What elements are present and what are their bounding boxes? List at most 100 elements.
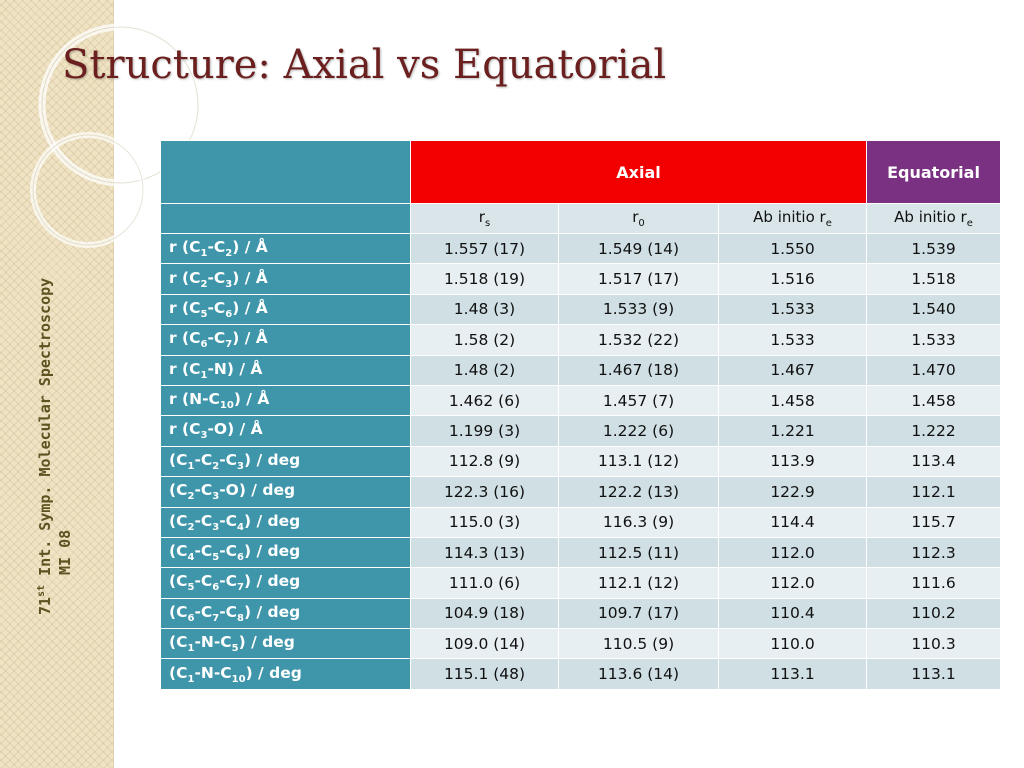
axial-re-value: 1.533 <box>718 324 867 356</box>
table-row: (C1-N-C5) / deg 109.0 (14) 110.5 (9) 110.0 1… <box>160 628 1001 660</box>
axial-re-value: 112.0 <box>718 567 867 599</box>
row-label: (C4-C5-C6) / deg <box>160 536 411 569</box>
rs-value: 104.9 (18) <box>410 597 559 630</box>
column-header-axial-re: Ab initio re <box>718 203 867 234</box>
rs-value: 1.199 (3) <box>410 415 559 447</box>
header-corner <box>160 140 411 204</box>
r0-value: 113.1 (12) <box>558 445 719 478</box>
table-body: r (C1-C2) / Å 1.557 (17) 1.549 (14) 1.550 1.… <box>160 232 1001 690</box>
equatorial-re-value: 113.4 <box>866 445 1001 478</box>
table-row: (C2-C3-C4) / deg 115.0 (3) 116.3 (9) 114.4 1… <box>160 506 1001 538</box>
row-label: r (C1-N) / Å <box>160 354 411 386</box>
r0-value: 1.533 (9) <box>558 293 719 326</box>
r0-value: 1.532 (22) <box>558 324 719 356</box>
row-label: r (C6-C7) / Å <box>160 324 411 356</box>
structure-table: Axial Equatorial rs r0 Ab initio re Ab i… <box>160 140 1001 690</box>
rs-value: 1.462 (6) <box>410 384 559 417</box>
equatorial-re-value: 1.540 <box>866 293 1001 326</box>
row-label: (C6-C7-C8) / deg <box>160 597 411 630</box>
axial-re-value: 110.0 <box>718 628 867 660</box>
equatorial-re-value: 1.470 <box>866 354 1001 386</box>
axial-re-value: 1.533 <box>718 293 867 326</box>
axial-re-value: 1.516 <box>718 263 867 295</box>
axial-re-value: 1.550 <box>718 232 867 265</box>
equatorial-re-value: 115.7 <box>866 506 1001 538</box>
column-header-row: rs r0 Ab initio re Ab initio re <box>160 203 1001 234</box>
column-header-r0: r0 <box>558 203 719 234</box>
group-header-row: Axial Equatorial <box>160 140 1001 204</box>
r0-value: 1.517 (17) <box>558 263 719 295</box>
row-label: (C5-C6-C7) / deg <box>160 567 411 599</box>
row-label: (C2-C3-C4) / deg <box>160 506 411 538</box>
row-label: (C1-N-C10) / deg <box>160 658 411 690</box>
table-row: (C1-C2-C3) / deg 112.8 (9) 113.1 (12) 113.9… <box>160 445 1001 478</box>
table-row: (C5-C6-C7) / deg 111.0 (6) 112.1 (12) 112.0… <box>160 567 1001 599</box>
r0-value: 110.5 (9) <box>558 628 719 660</box>
r0-value: 1.549 (14) <box>558 232 719 265</box>
row-label: (C1-C2-C3) / deg <box>160 445 411 478</box>
rs-value: 112.8 (9) <box>410 445 559 478</box>
equatorial-re-value: 110.3 <box>866 628 1001 660</box>
column-header-rs: rs <box>410 203 559 234</box>
rs-value: 1.48 (2) <box>410 354 559 386</box>
conference-footer-line1: 71st Int. Symp. Molecular Spectroscopy <box>36 277 54 615</box>
axial-header: Axial <box>410 140 867 204</box>
row-label: r (C5-C6) / Å <box>160 293 411 326</box>
equatorial-re-value: 1.518 <box>866 263 1001 295</box>
table-row: r (C3-O) / Å 1.199 (3) 1.222 (6) 1.221 1.222 <box>160 415 1001 447</box>
row-label: (C1-N-C5) / deg <box>160 628 411 660</box>
r0-value: 109.7 (17) <box>558 597 719 630</box>
r0-value: 1.467 (18) <box>558 354 719 386</box>
rs-value: 111.0 (6) <box>410 567 559 599</box>
equatorial-re-value: 1.458 <box>866 384 1001 417</box>
column-header-corner <box>160 203 411 234</box>
table-row: (C2-C3-O) / deg 122.3 (16) 122.2 (13) 122.9… <box>160 476 1001 508</box>
rs-value: 114.3 (13) <box>410 536 559 569</box>
axial-re-value: 113.9 <box>718 445 867 478</box>
equatorial-re-value: 1.533 <box>866 324 1001 356</box>
r0-value: 122.2 (13) <box>558 476 719 508</box>
equatorial-re-value: 112.3 <box>866 536 1001 569</box>
r0-value: 113.6 (14) <box>558 658 719 690</box>
slide-title: Structure: Axial vs Equatorial <box>62 42 667 88</box>
rs-value: 1.518 (19) <box>410 263 559 295</box>
table-row: (C4-C5-C6) / deg 114.3 (13) 112.5 (11) 112.… <box>160 536 1001 569</box>
rs-value: 115.0 (3) <box>410 506 559 538</box>
row-label: r (C2-C3) / Å <box>160 263 411 295</box>
rs-value: 122.3 (16) <box>410 476 559 508</box>
axial-re-value: 1.458 <box>718 384 867 417</box>
equatorial-re-value: 113.1 <box>866 658 1001 690</box>
equatorial-re-value: 111.6 <box>866 567 1001 599</box>
axial-re-value: 113.1 <box>718 658 867 690</box>
r0-value: 1.222 (6) <box>558 415 719 447</box>
conference-footer: 71st Int. Symp. Molecular Spectroscopy M… <box>32 195 75 615</box>
table-row: r (C5-C6) / Å 1.48 (3) 1.533 (9) 1.533 1.540 <box>160 293 1001 326</box>
rs-value: 115.1 (48) <box>410 658 559 690</box>
equatorial-header: Equatorial <box>866 140 1001 204</box>
rs-value: 1.58 (2) <box>410 324 559 356</box>
conference-footer-line2: MI 08 <box>56 529 74 575</box>
axial-re-value: 112.0 <box>718 536 867 569</box>
table-row: (C1-N-C10) / deg 115.1 (48) 113.6 (14) 113.… <box>160 658 1001 690</box>
r0-value: 116.3 (9) <box>558 506 719 538</box>
rs-value: 1.48 (3) <box>410 293 559 326</box>
rs-value: 109.0 (14) <box>410 628 559 660</box>
axial-re-value: 1.221 <box>718 415 867 447</box>
equatorial-re-value: 1.539 <box>866 232 1001 265</box>
row-label: r (C3-O) / Å <box>160 415 411 447</box>
row-label: r (N-C10) / Å <box>160 384 411 417</box>
equatorial-re-value: 112.1 <box>866 476 1001 508</box>
equatorial-re-value: 110.2 <box>866 597 1001 630</box>
r0-value: 112.5 (11) <box>558 536 719 569</box>
table-row: r (C1-C2) / Å 1.557 (17) 1.549 (14) 1.550 1.… <box>160 232 1001 265</box>
table-row: r (C2-C3) / Å 1.518 (19) 1.517 (17) 1.516 1.… <box>160 263 1001 295</box>
equatorial-re-value: 1.222 <box>866 415 1001 447</box>
axial-re-value: 110.4 <box>718 597 867 630</box>
column-header-equatorial-re: Ab initio re <box>866 203 1001 234</box>
table-row: r (C6-C7) / Å 1.58 (2) 1.532 (22) 1.533 1.53… <box>160 324 1001 356</box>
row-label: r (C1-C2) / Å <box>160 232 411 265</box>
axial-re-value: 114.4 <box>718 506 867 538</box>
table-row: r (C1-N) / Å 1.48 (2) 1.467 (18) 1.467 1.470 <box>160 354 1001 386</box>
row-label: (C2-C3-O) / deg <box>160 476 411 508</box>
axial-re-value: 122.9 <box>718 476 867 508</box>
